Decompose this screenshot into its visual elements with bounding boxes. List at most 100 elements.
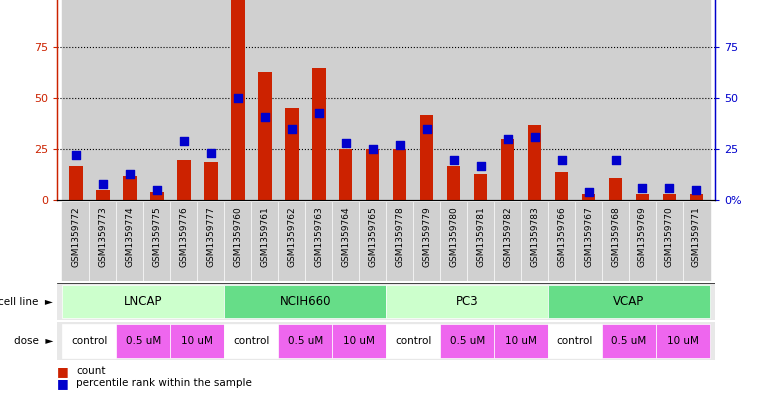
Text: ■: ■ [57,376,68,390]
Bar [359,202,386,281]
Text: GSM1359783: GSM1359783 [530,206,539,267]
Bar [555,172,568,200]
Text: LNCAP: LNCAP [124,295,163,308]
Text: GSM1359779: GSM1359779 [422,206,431,267]
Bar [609,178,622,200]
Bar [258,72,272,200]
Bar [90,0,116,200]
Text: 0.5 uM: 0.5 uM [611,336,647,346]
Text: cell line  ►: cell line ► [0,297,53,307]
Bar [204,162,218,200]
Text: GSM1359782: GSM1359782 [503,206,512,267]
Bar [683,0,710,200]
Point [97,181,109,187]
Bar [521,0,548,200]
Bar [305,0,333,200]
Bar [312,68,326,200]
Point [339,140,352,146]
Text: GSM1359780: GSM1359780 [449,206,458,267]
Point [636,185,648,191]
Bar [420,115,434,200]
Bar [339,149,352,200]
Bar [279,0,305,200]
Text: control: control [557,336,594,346]
Bar [683,202,710,281]
Text: 0.5 uM: 0.5 uM [126,336,161,346]
Bar [177,160,190,200]
Bar [548,324,602,358]
Point [475,163,487,169]
Text: control: control [395,336,431,346]
Bar [170,202,197,281]
Bar [224,324,279,358]
Bar [521,202,548,281]
Bar [467,202,494,281]
Bar [413,0,440,200]
Text: GSM1359767: GSM1359767 [584,206,593,267]
Text: GSM1359762: GSM1359762 [288,206,296,267]
Bar [602,324,656,358]
Bar [116,324,170,358]
Bar [656,0,683,200]
Bar [602,0,629,200]
Point [664,185,676,191]
Bar [494,202,521,281]
Text: GSM1359774: GSM1359774 [126,206,135,267]
Bar [689,194,703,200]
Bar [285,108,298,200]
Bar [548,202,575,281]
Bar [96,190,110,200]
Point [313,109,325,116]
Text: count: count [76,366,106,376]
Bar [548,0,575,200]
Bar [279,202,305,281]
Point [151,187,163,193]
Bar [62,0,90,200]
Bar [279,324,333,358]
Bar [231,0,244,200]
Bar [602,202,629,281]
Bar [386,0,413,200]
Text: GSM1359777: GSM1359777 [206,206,215,267]
Bar [251,0,279,200]
Text: GSM1359768: GSM1359768 [611,206,620,267]
Point [501,136,514,142]
Point [285,126,298,132]
Text: GSM1359764: GSM1359764 [341,206,350,267]
Bar [548,285,710,318]
Text: 10 uM: 10 uM [181,336,213,346]
Bar [366,149,380,200]
Bar [413,202,440,281]
Point [556,156,568,163]
Bar [528,125,541,200]
Bar [197,202,224,281]
Bar [251,202,279,281]
Bar [333,0,359,200]
Text: GSM1359769: GSM1359769 [638,206,647,267]
Bar [62,202,90,281]
Bar [170,0,197,200]
Bar [575,202,602,281]
Text: GSM1359771: GSM1359771 [692,206,701,267]
Bar [143,202,170,281]
Text: GSM1359765: GSM1359765 [368,206,377,267]
Bar [90,202,116,281]
Point [610,156,622,163]
Bar [629,202,656,281]
Bar [123,176,137,200]
Text: GSM1359763: GSM1359763 [314,206,323,267]
Bar [467,0,494,200]
Bar [150,192,164,200]
Point [393,142,406,149]
Point [447,156,460,163]
Bar [305,202,333,281]
Text: PC3: PC3 [456,295,479,308]
Text: dose  ►: dose ► [14,336,53,346]
Bar [224,285,386,318]
Text: GSM1359775: GSM1359775 [152,206,161,267]
Point [367,146,379,152]
Text: control: control [233,336,269,346]
Text: GSM1359778: GSM1359778 [395,206,404,267]
Text: ■: ■ [57,365,68,378]
Text: GSM1359770: GSM1359770 [665,206,674,267]
